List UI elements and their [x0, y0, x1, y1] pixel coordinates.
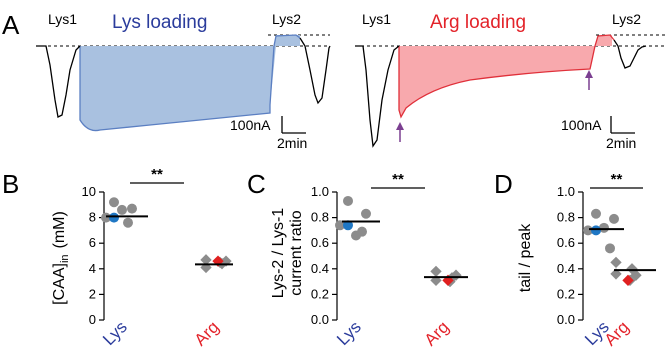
category-label-arg: Arg — [421, 317, 453, 349]
significance-stars: ** — [151, 166, 163, 183]
y-tick-label: 0.2 — [557, 286, 575, 301]
y-tick-label: 2 — [89, 286, 96, 301]
lys-loading-line — [79, 34, 301, 132]
ylabel-sub: in — [59, 254, 71, 263]
data-point — [583, 225, 593, 236]
lys-loading-fill — [80, 46, 276, 131]
arrow-peak-icon — [396, 122, 404, 142]
arg-trace-pulse2-label: Lys2 — [612, 11, 641, 27]
y-tick-label: 0.8 — [311, 210, 329, 225]
ylabel-main: [CAA] — [51, 263, 68, 305]
data-point — [610, 268, 622, 280]
data-point — [335, 220, 345, 231]
y-tick-label: 0.4 — [311, 261, 329, 276]
y-tick-label: 0.8 — [557, 210, 575, 225]
data-point — [200, 254, 212, 266]
y-tick-label: 0.0 — [311, 312, 329, 327]
panel-label-a: A — [2, 10, 20, 40]
arg-scale-bar: 100nA 2min — [561, 116, 636, 151]
lys-trace-pulse1-label: Lys1 — [48, 11, 77, 27]
y-tick-label: 0.6 — [311, 235, 329, 250]
data-point — [343, 195, 353, 206]
data-point — [109, 197, 119, 208]
lys-trace-pulse2-label: Lys2 — [272, 11, 301, 27]
data-point — [609, 213, 619, 224]
lys1-pulse-line — [355, 45, 400, 148]
y-tick-label: 4 — [89, 261, 96, 276]
arg-reversal-fill — [595, 35, 612, 46]
data-point — [127, 203, 137, 214]
data-point — [599, 222, 609, 233]
data-point — [357, 226, 367, 237]
significance-stars: ** — [611, 171, 623, 188]
data-point — [101, 212, 111, 223]
scale-label-current: 100nA — [230, 117, 271, 133]
panel-label-c: C — [247, 169, 266, 199]
highlight-point — [109, 212, 119, 223]
data-point — [610, 256, 622, 269]
plot-current-ratio: 0.0 0.2 0.4 0.6 0.8 1.0 Lys Arg ** — [311, 171, 468, 350]
y-tick-label: 0 — [89, 312, 96, 327]
data-point — [361, 208, 371, 219]
y-tick-label: 1.0 — [311, 184, 329, 199]
lys-scale-bar: 100nA 2min — [230, 116, 307, 151]
arg-loading-line — [398, 34, 615, 119]
y-tick-label: 10 — [82, 184, 96, 199]
category-label-arg: Arg — [601, 317, 633, 349]
y-tick-label: 0.0 — [557, 312, 575, 327]
highlight-point — [591, 225, 601, 236]
data-point — [630, 269, 642, 281]
lys1-pulse-line — [36, 45, 81, 118]
data-point — [605, 243, 615, 254]
axis-label-y-ratio-line2: current ratio — [288, 210, 305, 295]
category-label-arg: Arg — [191, 317, 223, 349]
trace-arg-loading: Lys1 Lys2 Arg loading 100nA 2min — [355, 11, 665, 151]
lys2-pulse-line — [299, 37, 331, 105]
data-point — [123, 217, 133, 228]
arg-loading-fill — [399, 46, 595, 117]
data-point — [430, 265, 442, 278]
highlight-point — [343, 220, 353, 231]
lys-loading-title: Lys loading — [112, 12, 207, 33]
data-point — [117, 204, 127, 215]
axis-label-y-ratio-line1: Lys-2 / Lys-1 — [270, 208, 287, 299]
y-tick-label: 0.4 — [557, 261, 575, 276]
axis-label-y-tail-peak: tail / peak — [517, 223, 534, 292]
panel-label-b: B — [2, 169, 19, 199]
arg-loading-title: Arg loading — [430, 12, 526, 33]
plot-caa-in: 0 2 4 6 8 10 Lys Arg ** — [82, 166, 233, 350]
axis-label-y-caa: [CAA]in (mM) — [51, 211, 71, 305]
panel-label-d: D — [494, 169, 513, 199]
category-label-lys: Lys — [99, 317, 131, 349]
category-label-lys: Lys — [333, 317, 365, 349]
arg-trace-pulse1-label: Lys1 — [362, 11, 391, 27]
y-tick-label: 0.6 — [557, 235, 575, 250]
scale-label-current: 100nA — [561, 117, 602, 133]
y-tick-label: 6 — [89, 235, 96, 250]
lys2-pulse-line — [613, 39, 647, 69]
scale-label-time: 2min — [277, 135, 307, 151]
lys-reversal-fill — [270, 35, 300, 46]
trace-lys-loading: Lys1 Lys2 Lys loading 100nA 2min — [36, 11, 331, 151]
arrow-tail-icon — [585, 70, 593, 90]
y-tick-label: 0.2 — [311, 286, 329, 301]
highlight-point — [622, 274, 634, 286]
data-point — [591, 208, 601, 219]
y-tick-label: 1.0 — [557, 184, 575, 199]
scale-label-time: 2min — [606, 135, 636, 151]
y-tick-label: 8 — [89, 210, 96, 225]
significance-stars: ** — [392, 171, 404, 188]
ylabel-unit: (mM) — [51, 211, 68, 248]
